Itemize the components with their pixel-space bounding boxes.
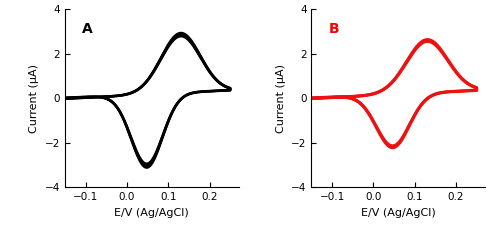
Y-axis label: Current (μA): Current (μA) — [29, 64, 39, 133]
Text: B: B — [329, 22, 340, 36]
Text: A: A — [82, 22, 93, 36]
Y-axis label: Current (μA): Current (μA) — [276, 64, 285, 133]
X-axis label: E/V (Ag/AgCl): E/V (Ag/AgCl) — [361, 208, 436, 218]
X-axis label: E/V (Ag/AgCl): E/V (Ag/AgCl) — [114, 208, 189, 218]
